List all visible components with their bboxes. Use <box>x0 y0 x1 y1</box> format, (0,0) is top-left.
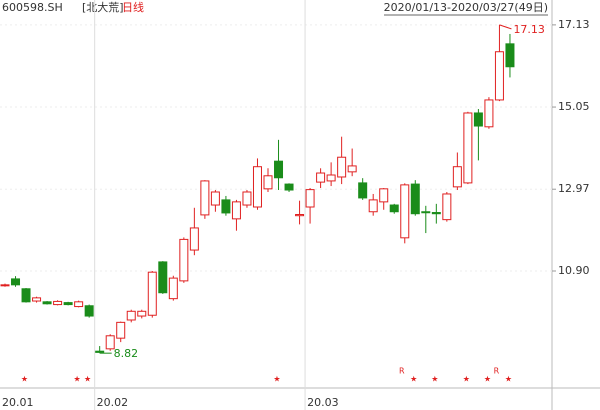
signal-star: ★ <box>505 375 512 384</box>
candle-body <box>284 183 294 191</box>
candle-body <box>189 227 199 251</box>
x-tick-label: 20.03 <box>307 396 339 409</box>
candle-body <box>105 335 115 350</box>
candle-body <box>347 165 357 173</box>
signal-star: ★ <box>84 375 91 384</box>
annotation-label: 8.82 <box>114 347 138 360</box>
candle-body <box>410 183 420 215</box>
stock-code: 600598.SH <box>2 1 63 14</box>
candle-body <box>368 199 378 213</box>
y-tick-label: 12.97 <box>558 182 590 195</box>
candle-body <box>32 297 42 302</box>
candle-body <box>421 211 431 214</box>
candle-body <box>116 321 126 339</box>
candle-body <box>147 271 157 316</box>
stock-name: [北大荒] <box>82 0 124 14</box>
candle-body <box>263 175 273 190</box>
signal-star: ★ <box>74 375 81 384</box>
signal-star: ★ <box>410 375 417 384</box>
x-tick-label: 20.02 <box>97 396 128 409</box>
candle-body <box>337 156 347 178</box>
candle-body <box>442 193 452 221</box>
annotation-leader <box>499 24 512 30</box>
candle-body <box>11 278 21 286</box>
y-tick-label: 10.90 <box>558 264 590 277</box>
candle-body <box>84 305 94 317</box>
candle-body <box>63 302 73 306</box>
candle-body <box>274 160 284 179</box>
candle-body <box>95 350 105 353</box>
candle-body <box>326 174 336 182</box>
x-tick-label: 20.01 <box>2 396 34 409</box>
y-tick-label: 17.13 <box>558 18 590 31</box>
annotation-label: 17.13 <box>513 23 545 36</box>
candle-body <box>305 189 315 208</box>
candle-body <box>494 51 504 101</box>
date-range: 2020/01/13-2020/03/27(49日) <box>384 1 548 14</box>
candle-body <box>179 238 189 282</box>
candle-body <box>53 300 63 306</box>
candle-body <box>316 172 326 183</box>
candle-body <box>242 191 252 206</box>
candle-body <box>210 191 220 206</box>
period: 日线 <box>122 0 144 14</box>
candle-body <box>74 301 84 308</box>
signal-star: ★ <box>21 375 28 384</box>
signal-r: R <box>399 367 405 376</box>
candle-body <box>379 188 389 203</box>
signal-star: ★ <box>484 375 491 384</box>
candle-body <box>505 43 515 68</box>
signal-star: ★ <box>463 375 470 384</box>
candle-body <box>431 212 441 215</box>
candle-body <box>0 284 10 287</box>
candle-body <box>221 199 231 214</box>
candle-body <box>400 184 410 239</box>
candle-body <box>137 310 147 317</box>
candle-body <box>42 301 52 305</box>
candle-body <box>126 310 136 321</box>
candle-body <box>168 277 178 300</box>
candle-body <box>252 166 262 208</box>
candle-body <box>389 204 399 213</box>
candle-body <box>473 112 483 127</box>
signal-star: ★ <box>431 375 438 384</box>
y-tick-label: 15.05 <box>558 100 590 113</box>
signal-r: R <box>494 367 500 376</box>
candle-body <box>21 288 31 303</box>
candle-body <box>463 112 473 184</box>
candle-body <box>295 214 305 217</box>
candle-body <box>158 261 168 294</box>
signal-star: ★ <box>273 375 280 384</box>
candle-body <box>200 180 210 216</box>
candle-body <box>358 182 368 199</box>
candle-body <box>484 99 494 128</box>
candle-body <box>452 166 462 188</box>
candle-body <box>231 201 241 220</box>
